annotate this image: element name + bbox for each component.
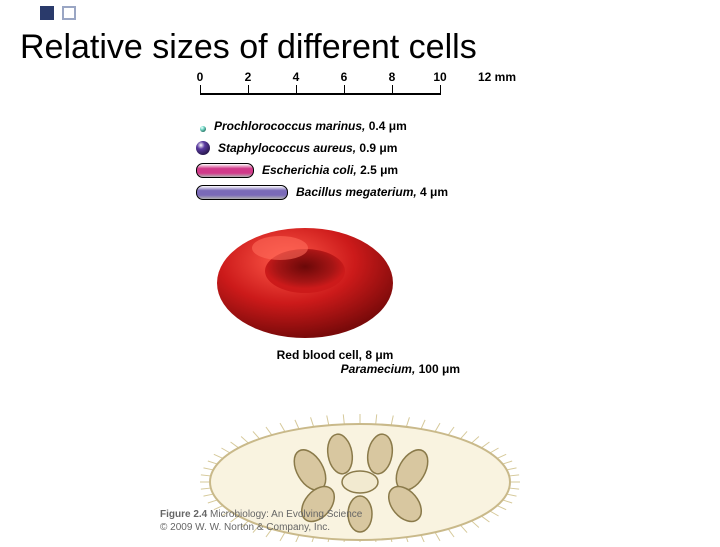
red-blood-cell-icon (210, 213, 400, 343)
scale-number: 2 (245, 70, 252, 84)
bullet-square-filled (40, 6, 54, 20)
scale-bar: 024681012 mm (160, 75, 580, 117)
scale-tick (296, 85, 297, 95)
cell-item-label: Escherichia coli, 2.5 μm (262, 163, 398, 177)
scale-number: 0 (197, 70, 204, 84)
rod-icon (196, 163, 254, 183)
scale-tick (392, 85, 393, 95)
cell-item-row: Bacillus megaterium, 4 μm (200, 183, 580, 205)
scale-tick (248, 85, 249, 95)
scale-number: 4 (293, 70, 300, 84)
cell-item-row: Prochlorococcus marinus, 0.4 μm (200, 117, 580, 139)
figure-container: 024681012 mm Prochlorococcus marinus, 0.… (160, 75, 580, 542)
scale-tick (200, 85, 201, 95)
rbc-block: Red blood cell, 8 μm Paramecium, 100 μm (210, 213, 460, 376)
paramecium-label: Paramecium, 100 μm (210, 362, 460, 376)
scale-number: 6 (341, 70, 348, 84)
figure-caption: Figure 2.4 Microbiology: An Evolving Sci… (160, 508, 362, 534)
slide-bullet-decor (0, 0, 90, 30)
paramecium-name: Paramecium (341, 362, 412, 376)
items-list: Prochlorococcus marinus, 0.4 μm Staphyloc… (160, 117, 580, 205)
scale-number: 8 (389, 70, 396, 84)
tiny-circle-icon (200, 119, 206, 137)
caption-copyright: © 2009 W. W. Norton & Company, Inc. (160, 522, 330, 533)
rod-icon (196, 185, 288, 205)
scale-number: 10 (433, 70, 446, 84)
scale-tick (344, 85, 345, 95)
cell-item-label: Staphylococcus aureus, 0.9 μm (218, 141, 397, 155)
bullet-square-hollow (62, 6, 76, 20)
sphere-icon (196, 141, 210, 160)
caption-source: Microbiology: An Evolving Science (210, 509, 362, 520)
cell-item-row: Escherichia coli, 2.5 μm (200, 161, 580, 183)
caption-ref: Figure 2.4 (160, 509, 207, 520)
cell-item-label: Bacillus megaterium, 4 μm (296, 185, 448, 199)
paramecium-size: 100 μm (419, 362, 460, 376)
cell-item-row: Staphylococcus aureus, 0.9 μm (200, 139, 580, 161)
scale-unit-label: 12 mm (478, 70, 516, 84)
rbc-label: Red blood cell, 8 μm (210, 348, 460, 362)
page-title: Relative sizes of different cells (20, 28, 477, 67)
scale-tick (440, 85, 441, 95)
cell-item-label: Prochlorococcus marinus, 0.4 μm (214, 119, 407, 133)
